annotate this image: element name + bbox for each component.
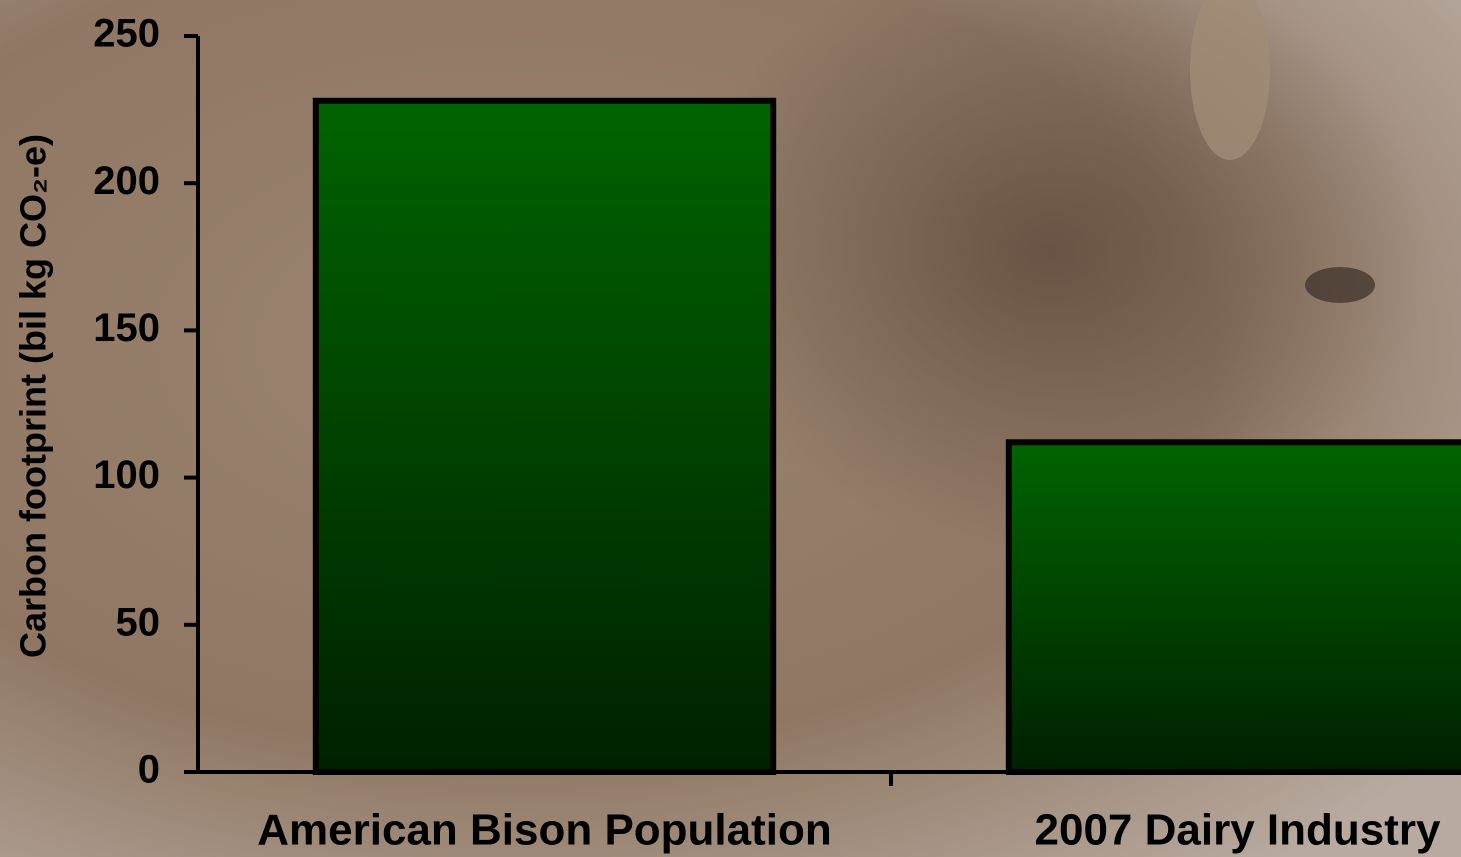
y-tick-label: 50: [116, 600, 161, 644]
y-tick-label: 100: [93, 453, 160, 497]
y-tick-label: 0: [138, 748, 160, 792]
horn: [1190, 0, 1270, 160]
y-tick-label: 200: [93, 159, 160, 203]
eye: [1305, 267, 1375, 303]
bar: [1005, 439, 1461, 775]
x-tick-label: American Bison Population: [257, 806, 832, 855]
y-tick-label: 150: [93, 306, 160, 350]
y-axis-label: Carbon footprint (bil kg CO₂-e): [13, 134, 54, 658]
y-tick-label: 250: [93, 12, 160, 56]
bar: [312, 97, 777, 775]
x-tick-label: 2007 Dairy Industry: [1035, 806, 1441, 855]
